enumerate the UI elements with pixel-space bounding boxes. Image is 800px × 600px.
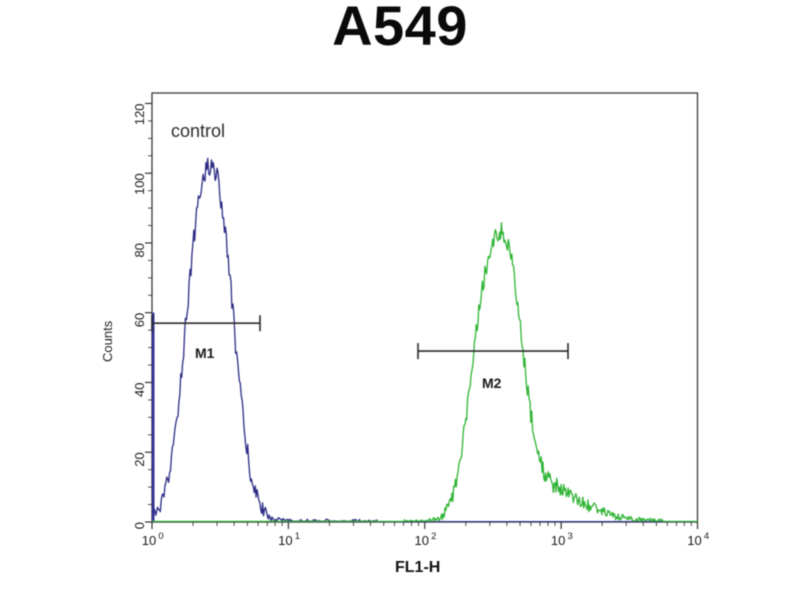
svg-text:2: 2 bbox=[431, 531, 436, 542]
svg-text:80: 80 bbox=[132, 243, 147, 257]
svg-text:10: 10 bbox=[142, 533, 156, 548]
svg-text:3: 3 bbox=[567, 531, 572, 542]
svg-text:10: 10 bbox=[687, 533, 701, 548]
svg-text:4: 4 bbox=[704, 531, 709, 542]
svg-text:120: 120 bbox=[132, 103, 147, 125]
svg-text:10: 10 bbox=[278, 533, 292, 548]
svg-text:0: 0 bbox=[132, 522, 147, 529]
svg-text:20: 20 bbox=[132, 452, 147, 466]
svg-text:1: 1 bbox=[295, 531, 300, 542]
svg-text:10: 10 bbox=[415, 533, 429, 548]
svg-text:100: 100 bbox=[132, 173, 147, 195]
svg-text:40: 40 bbox=[132, 382, 147, 396]
svg-text:10: 10 bbox=[551, 533, 565, 548]
svg-text:0: 0 bbox=[158, 531, 163, 542]
svg-text:60: 60 bbox=[132, 313, 147, 327]
